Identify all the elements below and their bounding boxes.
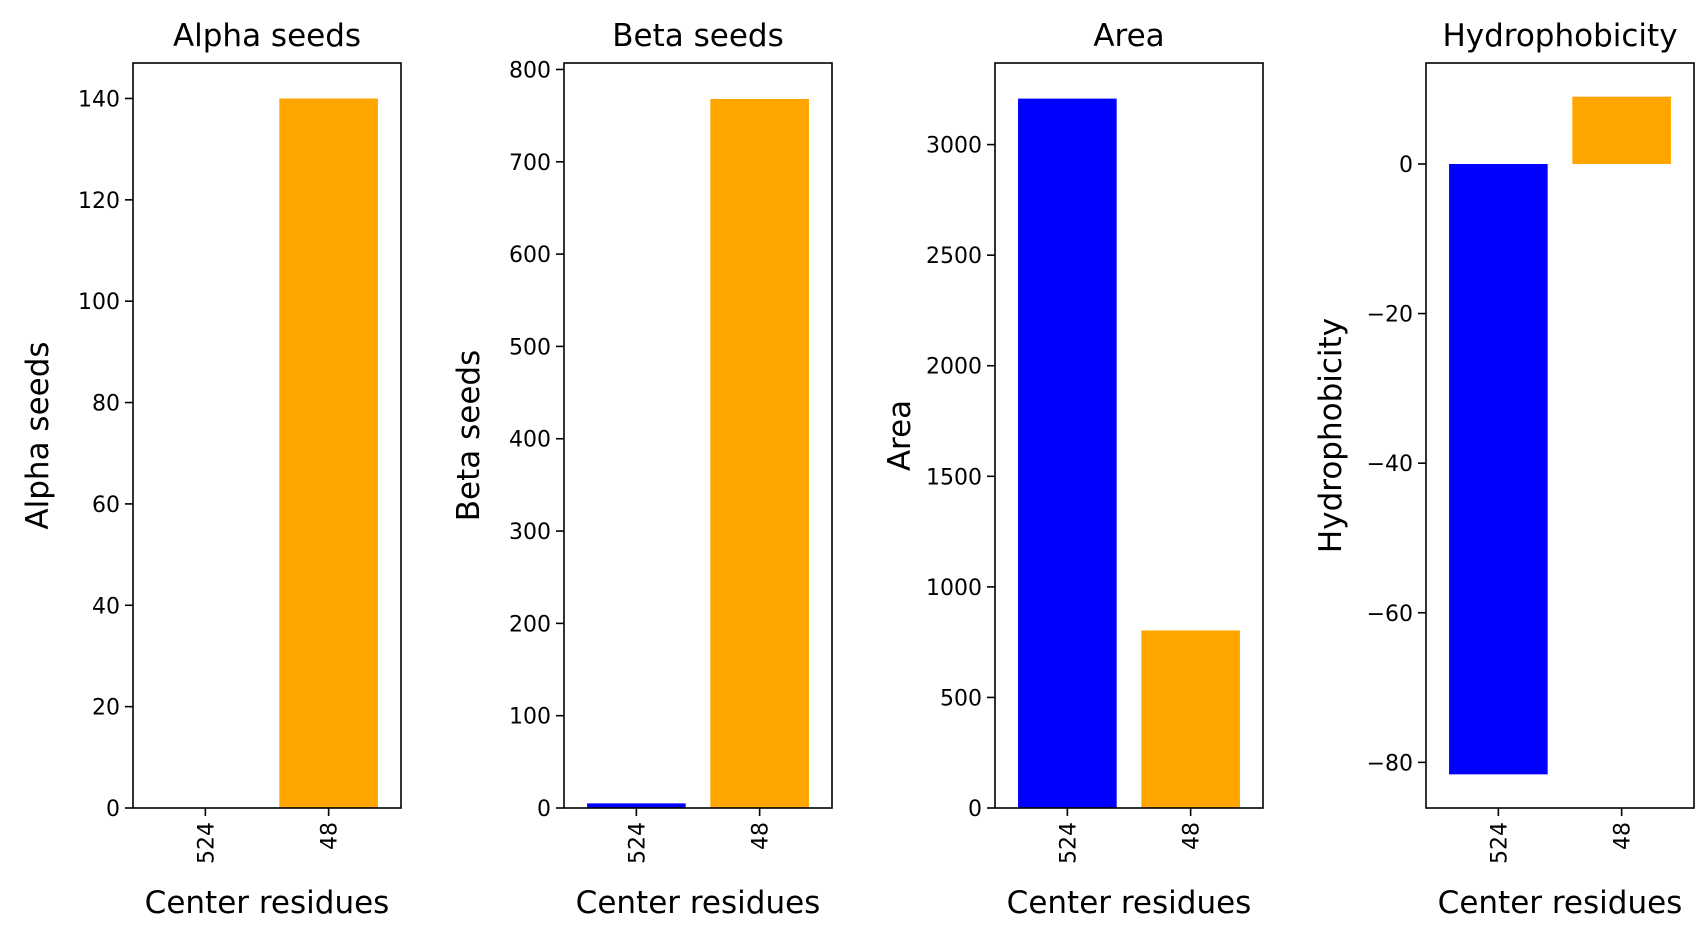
y-tick-label: 0	[968, 797, 982, 822]
x-tick-label: 524	[1487, 822, 1512, 864]
y-tick-label: 120	[78, 189, 120, 214]
y-tick-label: 20	[92, 696, 120, 721]
y-tick-label: 60	[92, 493, 120, 518]
bar-524	[1018, 98, 1117, 809]
y-axis-label: Alpha seeds	[20, 341, 56, 529]
y-tick-label: 600	[509, 243, 551, 268]
y-tick-label: 700	[509, 151, 551, 176]
y-tick-label: 500	[509, 335, 551, 360]
y-tick-label: −40	[1367, 452, 1413, 477]
y-tick-label: 1500	[926, 465, 982, 490]
y-tick-label: 1000	[926, 576, 982, 601]
y-tick-label: 40	[92, 594, 120, 619]
y-tick-label: 300	[509, 520, 551, 545]
y-tick-label: −80	[1367, 751, 1413, 776]
y-axis-label: Beta seeds	[451, 350, 487, 521]
panel-3: 524 48 0 500 1000 1500 2000 2500 3000 Area Center …	[882, 18, 1264, 921]
axes-frame	[563, 62, 833, 809]
x-axis-label: Center residues	[576, 885, 821, 921]
axes-frame	[132, 62, 402, 809]
x-tick-label: 48	[318, 822, 343, 850]
y-tick-label: 3000	[926, 134, 982, 159]
y-axis-label: Area	[882, 400, 918, 471]
y-tick-label: 100	[509, 705, 551, 730]
panel-4: 524 48 −80 −60 −40 −20 0 Hydrophobicity Center r…	[1313, 18, 1695, 921]
axes-frame	[994, 62, 1264, 809]
y-tick-label: 100	[78, 290, 120, 315]
chart-title: Area	[1093, 18, 1164, 54]
x-tick-label: 524	[194, 822, 219, 864]
y-tick-label: 200	[509, 612, 551, 637]
y-tick-label: −20	[1367, 303, 1413, 328]
x-tick-label: 524	[1056, 822, 1081, 864]
y-tick-label: 2500	[926, 244, 982, 269]
y-tick-label: 0	[537, 797, 551, 822]
x-axis-label: Center residues	[1007, 885, 1252, 921]
bar-48	[710, 99, 809, 808]
panel-1: 524 48 0 20 40 60 80 100 120 140 Alpha seeds Center…	[20, 18, 402, 921]
panel-2: 524 48 0 100 200 300 400 500 600 700 800 Beta seeds…	[451, 18, 833, 921]
chart-title: Beta seeds	[612, 18, 783, 54]
x-tick-label: 48	[1180, 822, 1205, 850]
y-tick-label: 140	[78, 87, 120, 112]
x-tick-label: 48	[1611, 822, 1636, 850]
x-axis-label: Center residues	[1438, 885, 1683, 921]
y-tick-label: 80	[92, 392, 120, 417]
y-tick-label: 0	[106, 797, 120, 822]
y-tick-label: 2000	[926, 355, 982, 380]
chart-title: Hydrophobicity	[1442, 18, 1677, 54]
y-tick-label: 500	[940, 686, 982, 711]
y-tick-label: −60	[1367, 602, 1413, 627]
y-tick-label: 400	[509, 428, 551, 453]
bar-524	[587, 803, 686, 808]
bar-48	[1141, 630, 1240, 808]
chart-title: Alpha seeds	[173, 18, 361, 54]
x-axis-label: Center residues	[145, 885, 390, 921]
y-axis-label: Hydrophobicity	[1313, 318, 1349, 553]
axes-frame	[1425, 62, 1695, 809]
x-tick-label: 524	[625, 822, 650, 864]
bar-524	[1449, 163, 1548, 775]
y-tick-label: 800	[509, 58, 551, 83]
y-tick-label: 0	[1399, 153, 1413, 178]
bar-48	[1572, 96, 1671, 164]
x-tick-label: 48	[749, 822, 774, 850]
bar-48	[279, 98, 378, 809]
